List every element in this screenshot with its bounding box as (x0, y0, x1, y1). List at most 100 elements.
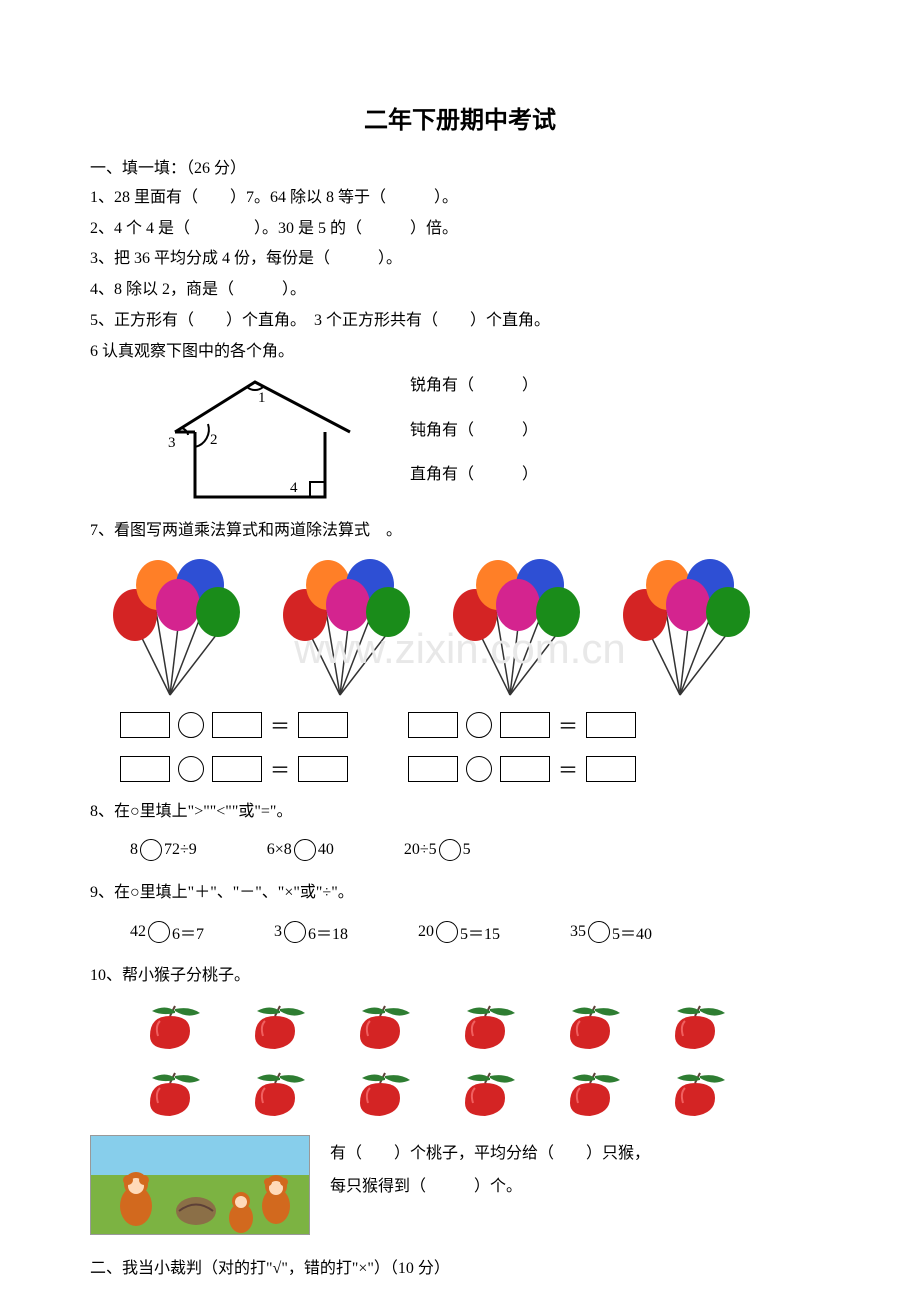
op-circle (148, 921, 170, 943)
q8-text: 20÷5 (404, 841, 437, 859)
compare-circle (140, 839, 162, 861)
eq-circle (178, 712, 204, 738)
eq-box (586, 712, 636, 738)
equation-rows: ＝ ＝ ＝ ＝ (90, 710, 830, 783)
house-diagram: 1 2 3 4 (150, 372, 370, 507)
eq-box (298, 712, 348, 738)
page-title: 二年下册期中考试 (90, 100, 830, 135)
balloon-group-1 (100, 550, 250, 700)
peach-icon (235, 1001, 315, 1056)
peach-row-2 (90, 1068, 830, 1123)
equation-4: ＝ (408, 754, 636, 783)
question-9-items: 42 6＝7 3 6＝18 20 5＝15 35 5＝40 (90, 920, 830, 944)
eq-circle (178, 756, 204, 782)
eq-equals: ＝ (270, 754, 290, 783)
balloon-group-2 (270, 550, 420, 700)
op-circle (436, 921, 458, 943)
section2-header: 二、我当小裁判（对的打"√"，错的打"×"）（10 分） (90, 1255, 830, 1284)
q9-item-2: 3 6＝18 (274, 920, 348, 944)
question-9: 9、在○里填上"＋"、"－"、"×"或"÷"。 (90, 879, 830, 908)
equation-3: ＝ (120, 754, 348, 783)
q10-text-2: 每只猴得到（ ）个。 (330, 1173, 650, 1202)
obtuse-label: 钝角有（ ） (410, 417, 538, 446)
peach-icon (550, 1068, 630, 1123)
q8-item-1: 8 72÷9 (130, 839, 197, 861)
q8-text: 40 (318, 841, 334, 859)
peach-icon (550, 1001, 630, 1056)
peach-row-1 (90, 1001, 830, 1056)
balloon-group-3 (440, 550, 590, 700)
question-10: 10、帮小猴子分桃子。 (90, 962, 830, 991)
compare-circle (294, 839, 316, 861)
eq-box (408, 756, 458, 782)
angle-label-4: 4 (290, 480, 298, 496)
q8-text: 72÷9 (164, 841, 197, 859)
eq-box (408, 712, 458, 738)
q9-text: 6＝7 (172, 920, 204, 944)
eq-equals: ＝ (558, 710, 578, 739)
eq-equals: ＝ (270, 710, 290, 739)
peach-icon (340, 1068, 420, 1123)
monkey-section: 有（ ）个桃子，平均分给（ ）只猴， 每只猴得到（ ）个。 (90, 1135, 830, 1235)
eq-equals: ＝ (558, 754, 578, 783)
balloons-row (90, 550, 830, 700)
q8-item-2: 6×8 40 (267, 839, 334, 861)
peach-icon (340, 1001, 420, 1056)
q9-item-4: 35 5＝40 (570, 920, 652, 944)
balloon-group-4 (610, 550, 760, 700)
eq-box (120, 756, 170, 782)
peach-icon (655, 1068, 735, 1123)
question-6: 6 认真观察下图中的各个角。 (90, 338, 830, 367)
section1-header: 一、填一填：（26 分） (90, 155, 830, 184)
op-circle (284, 921, 306, 943)
right-label: 直角有（ ） (410, 461, 538, 490)
acute-label: 锐角有（ ） (410, 372, 538, 401)
eq-circle (466, 712, 492, 738)
monkey-image (90, 1135, 310, 1235)
question-8-items: 8 72÷9 6×8 40 20÷5 5 (90, 839, 830, 861)
q9-text: 5＝40 (612, 920, 652, 944)
compare-circle (439, 839, 461, 861)
peaches (90, 1001, 830, 1123)
q8-text: 6×8 (267, 841, 292, 859)
question-8: 8、在○里填上">""<""或"="。 (90, 798, 830, 827)
op-circle (588, 921, 610, 943)
monkey-text: 有（ ）个桃子，平均分给（ ）只猴， 每只猴得到（ ）个。 (330, 1135, 650, 1235)
eq-box (212, 712, 262, 738)
peach-icon (445, 1001, 525, 1056)
question-5: 5、正方形有（ ）个直角。 3 个正方形共有（ ）个直角。 (90, 307, 830, 336)
question-1: 1、28 里面有（ ）7。64 除以 8 等于（ ）。 (90, 184, 830, 213)
q9-text: 35 (570, 923, 586, 941)
equation-2: ＝ (408, 710, 636, 739)
q9-item-3: 20 5＝15 (418, 920, 500, 944)
q8-text: 8 (130, 841, 138, 859)
equation-1: ＝ (120, 710, 348, 739)
question-4: 4、8 除以 2，商是（ ）。 (90, 276, 830, 305)
peach-icon (235, 1068, 315, 1123)
eq-box (298, 756, 348, 782)
peach-icon (130, 1068, 210, 1123)
peach-icon (445, 1068, 525, 1123)
q9-text: 6＝18 (308, 920, 348, 944)
question-2: 2、4 个 4 是（ ）。30 是 5 的（ ）倍。 (90, 215, 830, 244)
question-6-figure: 1 2 3 4 锐角有（ ） 钝角有（ ） 直角有（ ） (90, 372, 830, 507)
eq-box (500, 712, 550, 738)
q9-text: 3 (274, 923, 282, 941)
peach-icon (655, 1001, 735, 1056)
q9-text: 42 (130, 923, 146, 941)
q9-item-1: 42 6＝7 (130, 920, 204, 944)
angle-label-3: 3 (168, 435, 176, 451)
peach-icon (130, 1001, 210, 1056)
eq-circle (466, 756, 492, 782)
q8-text: 5 (463, 841, 471, 859)
eq-box (500, 756, 550, 782)
eq-box (120, 712, 170, 738)
eq-box (586, 756, 636, 782)
q8-item-3: 20÷5 5 (404, 839, 471, 861)
angles-labels: 锐角有（ ） 钝角有（ ） 直角有（ ） (410, 372, 538, 506)
eq-box (212, 756, 262, 782)
angle-label-2: 2 (210, 432, 218, 448)
q9-text: 5＝15 (460, 920, 500, 944)
q10-text-1: 有（ ）个桃子，平均分给（ ）只猴， (330, 1140, 650, 1169)
question-7: 7、看图写两道乘法算式和两道除法算式 。 (90, 517, 830, 546)
